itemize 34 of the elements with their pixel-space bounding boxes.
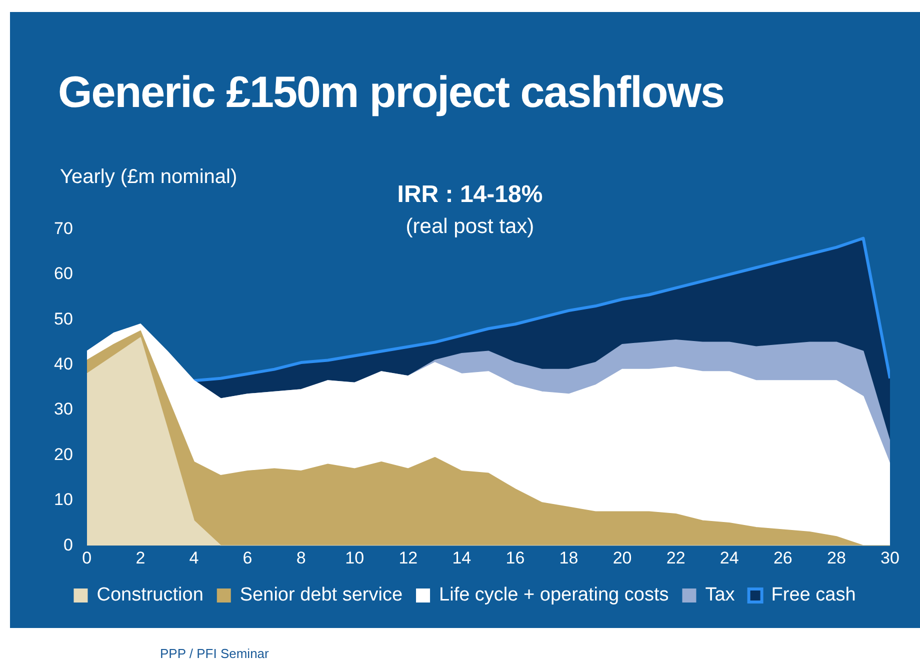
x-tick-label: 10 (345, 548, 364, 568)
x-tick-label: 14 (452, 548, 472, 568)
legend-label: Free cash (771, 584, 856, 606)
chart-title: Generic £150m project cashflows (58, 68, 724, 118)
text: IRR : 14-18% (396, 181, 544, 209)
x-tick-label: 12 (398, 548, 418, 568)
x-tick-label: 24 (720, 548, 739, 568)
x-tick-label: 22 (666, 548, 686, 568)
x-tick-label: 4 (189, 548, 199, 568)
text: PPP / PFI Seminar (160, 646, 269, 661)
y-axis-title: Yearly (£m nominal) (60, 166, 238, 189)
x-tick-label: 26 (773, 548, 792, 568)
x-tick-label: 16 (506, 548, 525, 568)
x-tick-label: 0 (82, 548, 92, 568)
x-tick-label: 2 (136, 548, 146, 568)
legend-label: Senior debt service (240, 584, 403, 606)
x-tick-label: 18 (559, 548, 578, 568)
x-tick-label: 20 (612, 548, 632, 568)
y-tick-label: 10 (54, 490, 73, 510)
x-tick-label: 8 (296, 548, 306, 568)
y-tick-label: 60 (54, 264, 73, 284)
annotation: (real post tax) (404, 215, 536, 239)
legend-label: Construction (96, 584, 204, 606)
y-tick-label: 30 (54, 400, 73, 419)
y-tick-label: 40 (54, 354, 73, 374)
y-tick-label: 70 (54, 218, 73, 238)
x-tick-label: 30 (880, 548, 900, 568)
legend-label: Life cycle + operating costs (439, 584, 669, 606)
y-tick-label: 20 (54, 444, 73, 464)
x-tick-label: 28 (827, 548, 846, 568)
x-tick-label: 6 (242, 548, 252, 568)
y-tick-label: 0 (63, 535, 73, 554)
legend-label: Tax (705, 584, 736, 606)
y-tick-label: 50 (54, 309, 73, 328)
